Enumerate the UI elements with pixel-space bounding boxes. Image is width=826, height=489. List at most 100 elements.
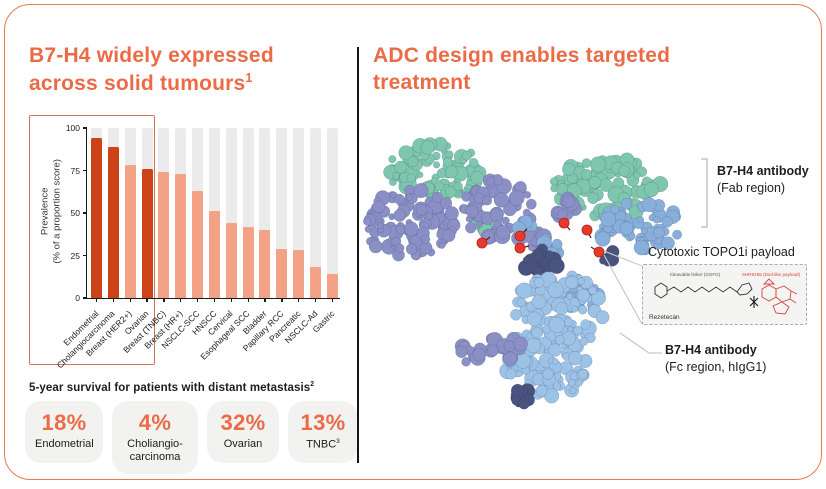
fab-bracket-line bbox=[701, 158, 708, 228]
y-tick bbox=[83, 169, 87, 172]
x-tick bbox=[264, 298, 266, 302]
bar-track bbox=[124, 128, 136, 298]
bar-track bbox=[192, 128, 204, 298]
bar-track bbox=[208, 128, 220, 298]
survival-value: 4% bbox=[138, 410, 172, 435]
payload-molecule-label: SHR9265 (Dxd-like payload) bbox=[742, 272, 801, 277]
y-tick-label: 100 bbox=[65, 123, 80, 133]
x-axis-labels: Endometrial Cholangiocarcinoma Breast (HER… bbox=[55, 303, 340, 373]
x-tick bbox=[247, 298, 249, 302]
payload-dot bbox=[476, 237, 488, 249]
bar-row bbox=[87, 128, 340, 298]
y-tick bbox=[83, 297, 87, 299]
y-tick-label: 25 bbox=[70, 250, 80, 261]
right-panel-title: ADC design enables targeted treatment bbox=[373, 43, 670, 97]
survival-card-endometrial: 18% Endometrial bbox=[25, 401, 103, 463]
survival-label-text: TNBC bbox=[306, 438, 337, 451]
survival-value: 13% bbox=[300, 410, 346, 435]
survival-label: Ovarian bbox=[223, 438, 263, 450]
fab-region-label: B7-H4 antibody (Fab region) bbox=[717, 163, 809, 197]
fc-connector-line bbox=[619, 332, 662, 354]
bar bbox=[276, 248, 288, 298]
survival-cards: 18% Endometrial 4% Choliangio-carcinoma … bbox=[25, 401, 358, 475]
x-tick bbox=[163, 298, 165, 302]
left-title-footnote-marker: 1 bbox=[245, 70, 253, 85]
bar-track bbox=[242, 128, 254, 298]
bar-track bbox=[175, 128, 187, 298]
payload-name-label: Rezetecán bbox=[649, 314, 680, 321]
x-tick bbox=[180, 298, 182, 302]
survival-heading-footnote-marker: 2 bbox=[310, 381, 315, 388]
fab-label-title: B7-H4 antibody bbox=[717, 164, 809, 178]
fc-label-title: B7-H4 antibody bbox=[665, 343, 757, 357]
attachment-mark bbox=[749, 296, 759, 308]
survival-label: Endometrial bbox=[35, 438, 94, 450]
slide-container: B7-H4 widely expressed across solid tumo… bbox=[4, 4, 822, 480]
bar bbox=[242, 226, 254, 298]
bar bbox=[259, 230, 271, 298]
bar bbox=[192, 190, 204, 298]
x-tick bbox=[230, 298, 233, 302]
left-panel-title: B7-H4 widely expressed across solid tumo… bbox=[29, 43, 274, 98]
cyclopropane-ring bbox=[762, 278, 776, 285]
bar-track bbox=[326, 128, 338, 298]
bar-track bbox=[107, 128, 119, 298]
x-tick bbox=[281, 298, 283, 302]
payload-substituents bbox=[789, 290, 798, 304]
payload-chemical-structure: Cleavable linker (GGFG) SHR9265 (Dxd-lik… bbox=[649, 272, 801, 321]
cleavable-linker-label: Cleavable linker (GGFG) bbox=[670, 272, 721, 277]
y-tick-label: 75 bbox=[70, 165, 80, 176]
payload-dot bbox=[558, 217, 570, 229]
y-tick bbox=[83, 254, 87, 257]
payload-ring1 bbox=[761, 284, 777, 302]
bar bbox=[208, 211, 220, 298]
succinimide-ring bbox=[654, 282, 668, 299]
bar bbox=[309, 267, 321, 298]
bar bbox=[158, 172, 170, 298]
bar-track bbox=[259, 128, 271, 298]
bar-track bbox=[293, 128, 305, 298]
x-tick bbox=[314, 298, 317, 302]
survival-card-ovarian: 32% Ovarian bbox=[207, 401, 279, 463]
y-tick-label: 0 bbox=[75, 293, 80, 303]
y-tick bbox=[83, 127, 87, 129]
payload-ring2 bbox=[775, 285, 792, 303]
survival-heading-text: 5-year survival for patients with distan… bbox=[29, 381, 311, 394]
bar bbox=[107, 146, 119, 298]
y-tick bbox=[83, 212, 87, 214]
right-title-line2: treatment bbox=[373, 70, 471, 94]
bar-track bbox=[276, 128, 288, 298]
fab-label-subtitle: (Fab region) bbox=[717, 180, 786, 195]
payload-dot bbox=[514, 242, 526, 254]
payload-structure-box: Cleavable linker (GGFG) SHR9265 (Dxd-lik… bbox=[642, 264, 807, 325]
survival-heading: 5-year survival for patients with distan… bbox=[29, 381, 314, 394]
payload-dots bbox=[476, 217, 605, 258]
x-tick bbox=[331, 298, 334, 302]
phenyl-ring bbox=[736, 282, 753, 296]
payload-dot bbox=[514, 230, 526, 242]
payload-ring3 bbox=[772, 301, 790, 315]
x-tick bbox=[298, 298, 300, 302]
survival-value: 18% bbox=[41, 410, 87, 435]
payload-dot bbox=[593, 246, 605, 258]
left-title-line1: B7-H4 widely expressed bbox=[29, 44, 274, 67]
x-tick bbox=[146, 298, 148, 302]
bar bbox=[91, 138, 102, 298]
x-tick bbox=[129, 298, 131, 302]
payload-callout-lines bbox=[603, 250, 643, 325]
x-tick bbox=[95, 298, 98, 302]
survival-label-footnote-marker: 3 bbox=[336, 438, 340, 445]
x-tick bbox=[196, 298, 199, 302]
payload-dot bbox=[581, 224, 593, 236]
bar-track bbox=[309, 128, 321, 298]
left-title-line2: across solid tumours bbox=[29, 71, 246, 95]
bar-track bbox=[225, 128, 237, 298]
y-tick-label: 50 bbox=[70, 208, 80, 218]
bar bbox=[124, 165, 136, 298]
bar bbox=[175, 173, 187, 298]
x-tick bbox=[112, 298, 115, 302]
bar bbox=[225, 223, 237, 298]
survival-card-cholangiocarcinoma: 4% Choliangio-carcinoma bbox=[112, 401, 198, 475]
prevalence-bar-chart: Prevalence (% of a proportion score) 0 25… bbox=[40, 123, 340, 370]
bar bbox=[293, 250, 305, 298]
